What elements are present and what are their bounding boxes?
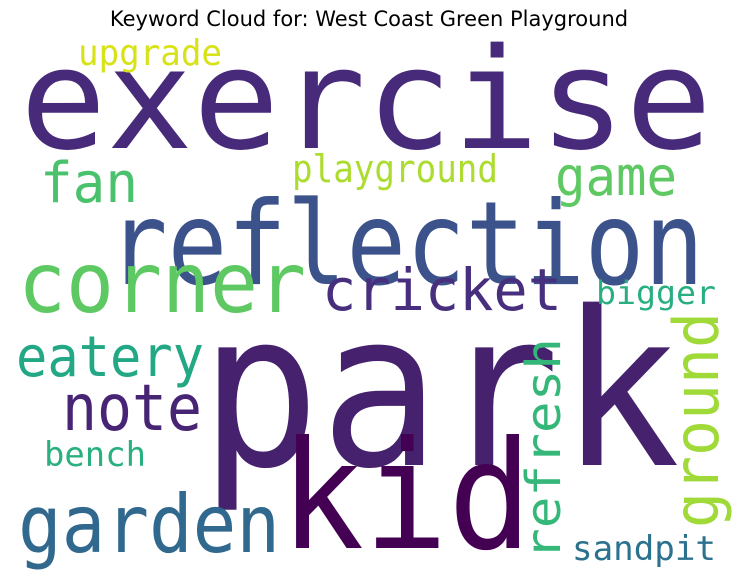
word-bench: bench: [44, 435, 146, 475]
word-refresh: refresh: [516, 338, 572, 560]
chart-title: Keyword Cloud for: West Coast Green Play…: [110, 7, 628, 31]
word-kid: kid: [280, 410, 532, 583]
word-note: note: [62, 372, 202, 446]
word-sandpit: sandpit: [572, 529, 716, 569]
word-ground: ground: [660, 312, 733, 528]
word-garden: garden: [18, 478, 280, 571]
word-cricket: cricket: [322, 256, 562, 324]
word-exercise: exercise: [20, 19, 712, 182]
word-playground: playground: [292, 147, 498, 191]
word-bigger: bigger: [596, 274, 716, 312]
word-reflection: reflection: [108, 177, 704, 312]
word-fan: fan: [40, 151, 138, 216]
word-game: game: [555, 145, 677, 208]
word-park: park: [200, 265, 680, 516]
word-upgrade: upgrade: [78, 33, 222, 74]
word-eatery: eatery: [16, 325, 204, 390]
word-corner: corner: [18, 234, 306, 332]
